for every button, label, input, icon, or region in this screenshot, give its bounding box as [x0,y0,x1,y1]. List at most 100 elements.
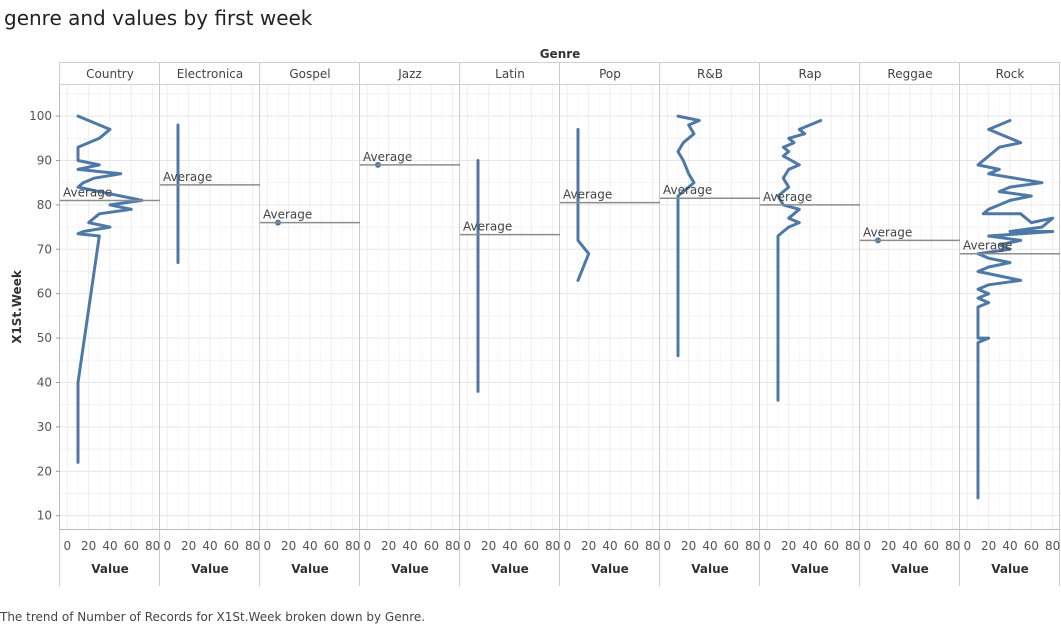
x-axis-title: Value [891,562,929,576]
y-tick-label: 80 [37,198,52,212]
x-tick-label: 60 [624,539,639,553]
x-tick-label: 80 [345,539,360,553]
x-axis-title: Value [391,562,429,576]
x-tick-label: 80 [645,539,660,553]
x-tick-label: 40 [502,539,517,553]
average-label: Average [363,150,412,164]
x-tick-label: 60 [324,539,339,553]
x-tick-label: 0 [964,539,972,553]
x-tick-label: 60 [224,539,239,553]
series-line [976,119,1055,500]
x-tick-label: 0 [164,539,172,553]
panel-header: Electronica [177,67,244,81]
x-axis-title: Value [791,562,829,576]
x-axis-title: Value [291,562,329,576]
y-tick-label: 30 [37,420,52,434]
x-tick-label: 40 [202,539,217,553]
x-tick-label: 40 [902,539,917,553]
average-label: Average [963,239,1012,253]
chart-caption: The trend of Number of Records for X1St.… [0,610,426,624]
average-label: Average [563,188,612,202]
x-tick-label: 0 [864,539,872,553]
y-tick-label: 40 [37,375,52,389]
average-label: Average [463,220,512,234]
x-axis-title: Value [91,562,129,576]
y-tick-label: 70 [37,242,52,256]
series-line [776,119,823,402]
y-tick-label: 60 [37,287,52,301]
panel-header: Rap [798,67,821,81]
panel-header: Gospel [289,67,330,81]
panel-header: R&B [697,67,723,81]
x-axis-title: Value [491,562,529,576]
x-tick-label: 60 [124,539,139,553]
x-tick-label: 20 [481,539,496,553]
x-tick-label: 40 [702,539,717,553]
average-label: Average [763,190,812,204]
y-tick-label: 90 [37,153,52,167]
x-tick-label: 20 [381,539,396,553]
average-label: Average [863,225,912,239]
y-tick-label: 50 [37,331,52,345]
panel-header: Country [86,67,134,81]
x-tick-label: 0 [364,539,372,553]
x-tick-label: 80 [145,539,160,553]
x-tick-label: 80 [1045,539,1060,553]
series-line [576,127,591,282]
x-axis-title: Value [991,562,1029,576]
x-tick-label: 20 [881,539,896,553]
x-tick-label: 20 [681,539,696,553]
x-tick-label: 80 [945,539,960,553]
x-tick-label: 0 [564,539,572,553]
column-header: Genre [540,47,581,61]
x-tick-label: 40 [302,539,317,553]
x-tick-label: 60 [1024,539,1039,553]
x-tick-label: 60 [824,539,839,553]
x-tick-label: 80 [245,539,260,553]
x-tick-label: 80 [445,539,460,553]
x-tick-label: 40 [802,539,817,553]
panel-header: Latin [495,67,525,81]
x-tick-label: 80 [845,539,860,553]
x-tick-label: 0 [264,539,272,553]
x-tick-label: 40 [102,539,117,553]
x-tick-label: 0 [464,539,472,553]
x-tick-label: 20 [781,539,796,553]
x-tick-label: 20 [981,539,996,553]
x-tick-label: 80 [545,539,560,553]
x-tick-label: 0 [64,539,72,553]
panel-header: Rock [996,67,1025,81]
panel-header: Jazz [397,67,422,81]
panel-header: Pop [599,67,621,81]
average-label: Average [663,183,712,197]
x-tick-label: 40 [602,539,617,553]
x-axis-title: Value [191,562,229,576]
x-tick-label: 60 [924,539,939,553]
y-tick-label: 20 [37,464,52,478]
x-tick-label: 40 [1002,539,1017,553]
x-tick-label: 40 [402,539,417,553]
panel-header: Reggae [887,67,932,81]
x-tick-label: 60 [724,539,739,553]
y-tick-label: 100 [29,109,52,123]
x-tick-label: 60 [524,539,539,553]
x-tick-label: 0 [764,539,772,553]
average-label: Average [63,185,112,199]
x-tick-label: 20 [581,539,596,553]
x-tick-label: 80 [745,539,760,553]
x-tick-label: 20 [81,539,96,553]
x-tick-label: 20 [181,539,196,553]
y-tick-label: 10 [37,509,52,523]
x-tick-label: 60 [424,539,439,553]
x-axis-title: Value [691,562,729,576]
x-tick-label: 20 [281,539,296,553]
x-axis-title: Value [591,562,629,576]
series-line [76,114,144,464]
series-line [676,114,701,358]
y-axis-title: X1St.Week [10,269,24,344]
average-label: Average [263,208,312,222]
chart-title: genre and values by first week [4,6,313,30]
average-label: Average [163,170,212,184]
x-tick-label: 0 [664,539,672,553]
